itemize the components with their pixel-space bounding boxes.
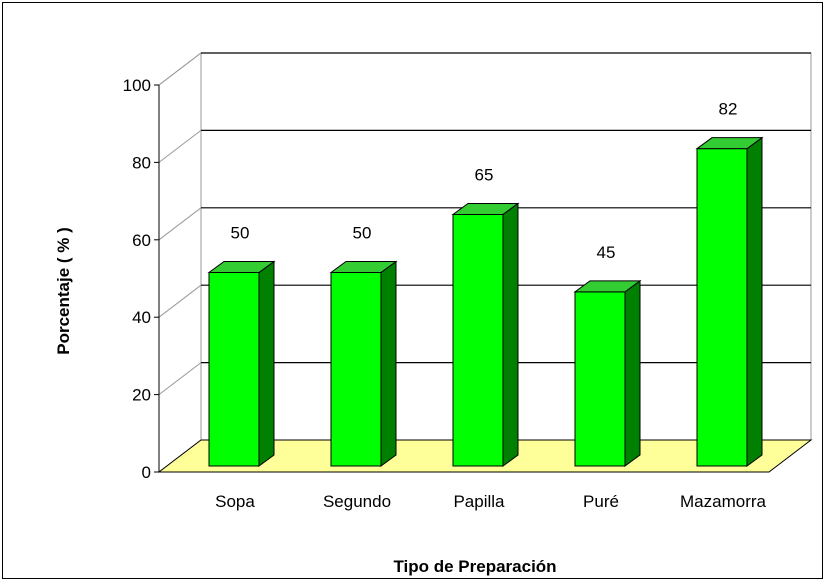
gridline-diagonal [158, 362, 202, 395]
bar [573, 279, 642, 467]
bar-front [452, 213, 504, 467]
side-wall [158, 51, 202, 474]
x-tick-label: Mazamorra [680, 492, 767, 511]
gridline-diagonal [158, 130, 202, 163]
bar-top [207, 261, 276, 273]
bar [329, 260, 398, 467]
bars [207, 136, 764, 467]
bar-front [696, 148, 748, 467]
bar-side [380, 260, 397, 467]
gridline-diagonal [158, 52, 202, 86]
x-tick-label: Sopa [215, 492, 255, 511]
y-axis-title: Porcentaje ( % ) [54, 227, 73, 355]
data-label: 50 [231, 224, 250, 243]
x-tick-label: Segundo [323, 492, 391, 511]
y-axis-ticks: 0 20 40 60 80 100 [123, 76, 769, 482]
bar-side [746, 136, 763, 467]
bar-top [329, 261, 398, 273]
bar-chart: 50 50 65 45 82 0 20 40 60 80 100 Sopa Segundo Papil… [54, 51, 813, 576]
bar-front [208, 272, 260, 467]
bar-front [574, 291, 626, 467]
data-label: 45 [597, 243, 616, 262]
y-tick-label: 40 [132, 308, 151, 327]
data-label: 82 [719, 100, 738, 119]
bar-top [573, 280, 642, 293]
bar-side [502, 202, 519, 467]
gridline-diagonal [158, 284, 202, 318]
x-axis-title: Tipo de Preparación [393, 557, 556, 576]
y-tick-label: 0 [142, 463, 151, 482]
bar [207, 260, 276, 467]
x-axis-categories: Sopa Segundo Papilla Puré Mazamorra [215, 492, 766, 511]
data-label: 65 [475, 165, 494, 184]
x-tick-label: Puré [583, 492, 619, 511]
data-labels: 50 50 65 45 82 [231, 100, 738, 262]
bar [695, 136, 764, 467]
bar-top [451, 202, 520, 215]
bar-side [258, 260, 275, 467]
x-tick-label: Papilla [453, 492, 505, 511]
y-tick-label: 20 [132, 386, 151, 405]
bar-side [624, 279, 641, 467]
bar-top [695, 137, 764, 150]
y-tick-label: 60 [132, 231, 151, 250]
data-label: 50 [353, 224, 372, 243]
bar [451, 202, 520, 467]
bar-front [330, 272, 382, 467]
y-tick-label: 100 [123, 76, 151, 95]
y-tick-label: 80 [132, 153, 151, 172]
gridline-diagonal [158, 207, 202, 241]
